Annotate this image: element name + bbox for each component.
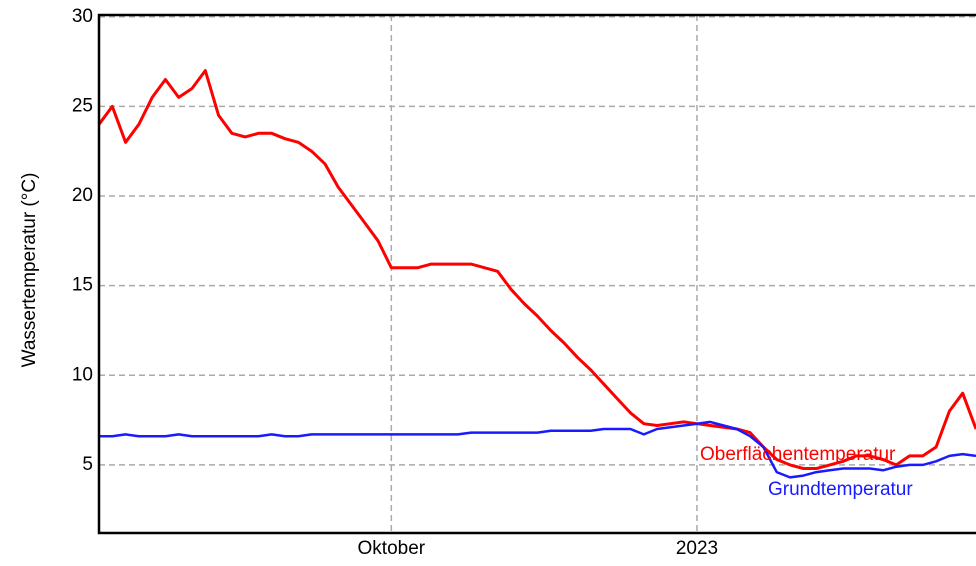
- y-tick-label: 30: [72, 6, 93, 27]
- y-tick-label: 10: [72, 364, 93, 385]
- y-axis-label: Wassertemperatur (°C): [19, 173, 40, 368]
- y-tick-label: 15: [72, 275, 93, 296]
- axis-frame: [97, 13, 976, 535]
- line-series: [99, 420, 976, 479]
- y-tick-label: 20: [72, 185, 93, 206]
- line-series: [97, 69, 976, 470]
- series-label: Grundtemperatur: [768, 479, 913, 500]
- y-tick-label: 25: [72, 95, 93, 116]
- series-label: Oberflächentemperatur: [700, 444, 896, 465]
- x-tick-label: Oktober: [358, 538, 426, 559]
- y-tick-label: 5: [82, 454, 93, 475]
- x-tick-label: 2023: [676, 538, 718, 559]
